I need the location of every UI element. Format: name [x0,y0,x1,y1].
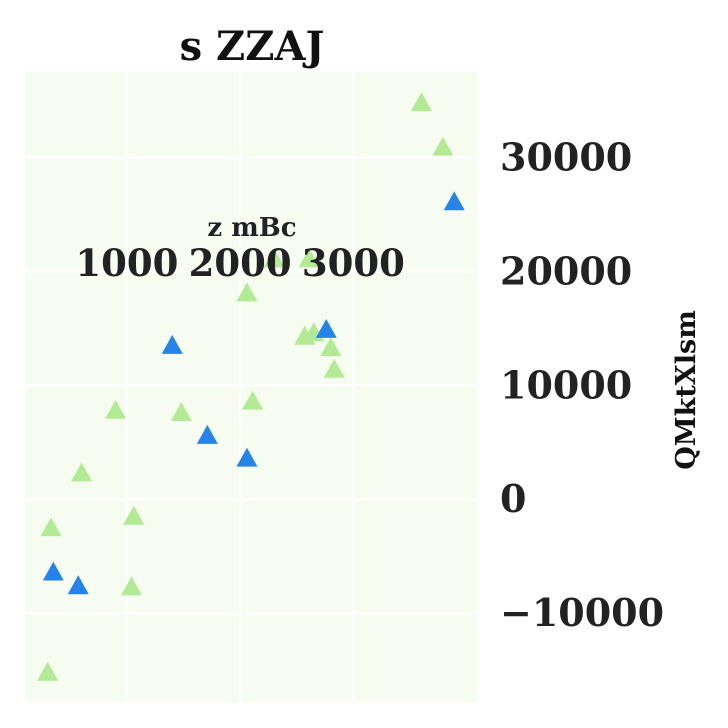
data-point [170,402,192,422]
data-point [263,248,285,268]
y-tick-label: 30000 [500,134,632,179]
data-point [432,136,454,156]
data-point [320,337,342,357]
data-point [242,390,264,410]
data-point [67,575,89,595]
data-point [120,576,142,596]
data-point [42,561,64,581]
x-tick-labels: 1000 2000 3000 [75,241,404,285]
data-point [37,661,59,681]
data-point [236,447,258,467]
y-tick-label: −10000 [500,590,664,635]
data-point [443,191,465,211]
data-point [161,334,183,354]
plot-background [25,72,478,702]
y-tick-label: 0 [500,476,526,521]
data-point [123,505,145,525]
y-axis-label: QMktXlsm [671,310,702,470]
data-point [40,517,62,537]
y-tick-labels: −10000 0 10000 20000 30000 [500,134,664,635]
grid-lines [25,72,478,702]
data-point [196,424,218,444]
chart-title: s ZZAJ [180,23,325,70]
x-tick-label: 1000 [75,241,178,285]
y-tick-label: 20000 [500,248,632,293]
data-point [298,248,320,268]
x-axis-label: z mBc [207,213,296,243]
data-point [236,282,258,302]
data-points [37,92,465,681]
data-point [105,399,127,419]
data-point [315,318,337,338]
x-tick-label: 2000 [189,241,292,285]
data-point [323,358,345,378]
data-point [71,462,93,482]
x-tick-label: 3000 [302,241,405,285]
y-tick-label: 10000 [500,362,632,407]
data-point [410,92,432,112]
